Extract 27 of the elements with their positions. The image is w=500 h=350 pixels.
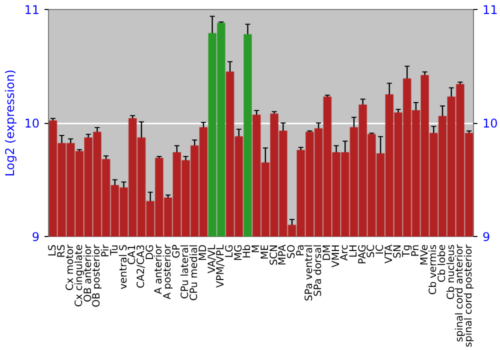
x-tick-label: Pa [295, 244, 306, 256]
y-tick-label: 11 [24, 3, 40, 17]
x-tick-label: Cx cingulate [74, 244, 85, 307]
x-tick-label: DG [144, 244, 156, 260]
y2-tick-label: 9 [482, 230, 490, 244]
y-tick-label: 9 [32, 230, 40, 244]
x-tick-label: DM [322, 244, 333, 261]
x-tick-label: SO [286, 244, 298, 259]
x-tick-label: ME [260, 244, 271, 260]
x-tick-label: CA2/CA3 [136, 244, 147, 288]
x-tick-label: OB posterior [92, 244, 103, 308]
x-tick-label: MD [198, 244, 209, 261]
y-tick-label: 10 [24, 116, 40, 130]
x-tick-label: GP [171, 244, 182, 258]
x-tick-label: Pn [410, 244, 422, 257]
x-tick-label: RS [56, 244, 68, 258]
x-tick-label: Tg [402, 244, 413, 258]
x-tick-label: LH [348, 244, 360, 258]
x-tick-label: Cb lobe [437, 244, 448, 282]
y2-tick-label: 11 [482, 3, 498, 17]
x-tick-label: Tu [109, 244, 120, 256]
x-tick-label: LS [47, 244, 58, 256]
x-tick-label: A posterior [162, 244, 174, 300]
y2-tick-label: 10 [482, 116, 498, 130]
y-axis-title: Log2 (expression) [3, 70, 18, 176]
x-tick-label: spinal cord posterior [464, 244, 475, 348]
x-tick-label: MVe [419, 244, 430, 266]
